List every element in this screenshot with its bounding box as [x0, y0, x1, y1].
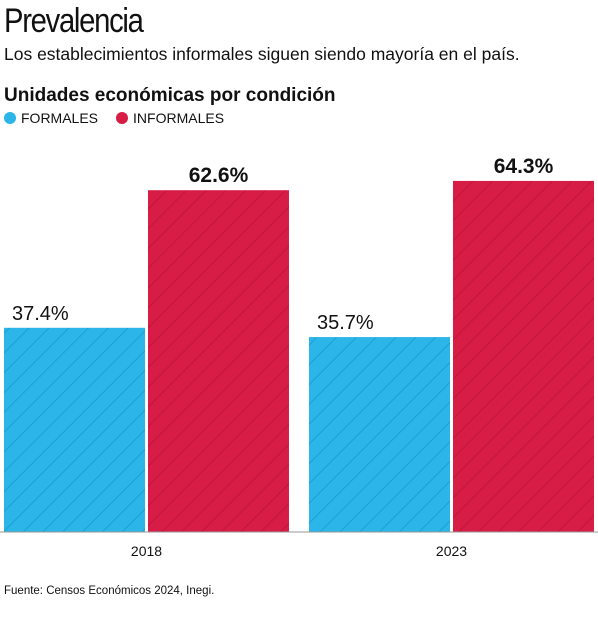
data-label-formales-2018: 37.4%: [12, 303, 69, 325]
legend-item-informales: INFORMALES: [116, 110, 224, 126]
legend-item-formales: FORMALES: [4, 110, 98, 126]
legend-swatch-informales: [116, 112, 129, 124]
legend-swatch-formales: [4, 112, 16, 124]
data-label-informales-2018: 62.6%: [189, 164, 249, 187]
bar-informales-2023: [453, 180, 594, 532]
data-label-informales-2023: 64.3%: [494, 155, 554, 178]
data-label-formales-2023: 35.7%: [317, 312, 374, 334]
bar-formales-2018: [4, 327, 145, 532]
x-tick-label-2023: 2023: [436, 543, 467, 559]
chart-legend: FORMALES INFORMALES: [4, 110, 242, 126]
bar-formales-2023: [309, 337, 450, 532]
page-title: Prevalencia: [4, 2, 144, 40]
source-note: Fuente: Censos Económicos 2024, Inegi.: [4, 585, 215, 597]
page-subtitle: Los establecimientos informales siguen s…: [4, 44, 520, 64]
legend-label-informales: INFORMALES: [133, 110, 225, 126]
x-tick-label-2018: 2018: [131, 543, 162, 559]
legend-label-formales: FORMALES: [21, 110, 99, 126]
bar-informales-2018: [148, 190, 289, 533]
chart-title: Unidades económicas por condición: [4, 85, 336, 106]
